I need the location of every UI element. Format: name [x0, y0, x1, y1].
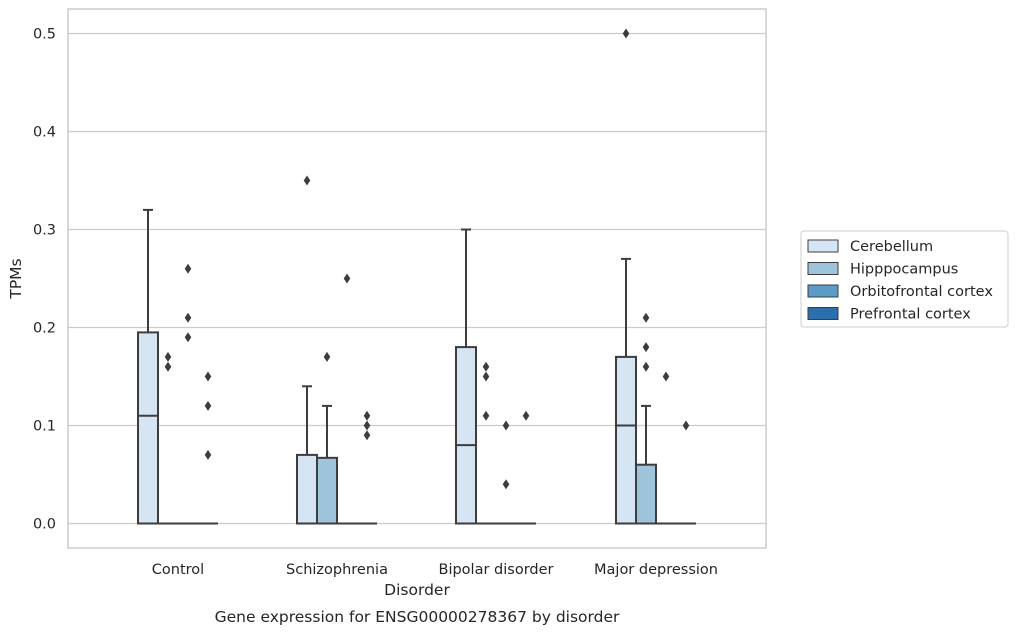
outlier-point [622, 28, 630, 39]
box-body [615, 355, 637, 525]
outlier-point [682, 420, 690, 431]
outlier-point [204, 400, 212, 411]
outlier-point [204, 371, 212, 382]
box-body [137, 331, 159, 525]
outlier-point [482, 410, 490, 421]
box-hipppocampus-bipolar-disorder [476, 361, 496, 525]
box-body [316, 456, 338, 525]
box-cerebellum-control [137, 208, 159, 525]
box-orbitofrontal-cortex-bipolar-disorder [496, 420, 516, 525]
outlier-point [323, 351, 331, 362]
x-tick-label: Bipolar disorder [439, 562, 554, 578]
outlier-point [642, 312, 650, 323]
legend: Cerebellum Hipppocampus Orbitofrontal cort… [800, 230, 1009, 328]
outlier-point [482, 361, 490, 372]
y-tick-label: 0.2 [33, 321, 56, 337]
legend-label: Prefrontal cortex [850, 307, 971, 323]
legend-swatch [807, 284, 839, 298]
x-tick-label: Major depression [594, 562, 718, 578]
legend-swatch [807, 239, 839, 253]
box-body [635, 463, 657, 525]
box-hipppocampus-schizophrenia [316, 351, 338, 525]
box-prefrontal-cortex-schizophrenia [357, 410, 377, 525]
box-cerebellum-bipolar-disorder [455, 228, 477, 525]
box-hipppocampus-major-depression [635, 312, 657, 525]
outlier-point [164, 361, 172, 372]
outlier-point [184, 332, 192, 343]
box-body [455, 346, 477, 525]
y-tick-label: 0.5 [33, 27, 56, 43]
y-axis-label: TPMs [7, 258, 25, 299]
chart-caption: Gene expression for ENSG00000278367 by d… [215, 608, 620, 626]
outlier-point [662, 371, 670, 382]
legend-label: Orbitofrontal cortex [850, 284, 993, 300]
outlier-point [642, 342, 650, 353]
outlier-point [343, 273, 351, 284]
x-tick-label: Control [152, 562, 204, 578]
box-prefrontal-cortex-bipolar-disorder [516, 410, 536, 525]
box-prefrontal-cortex-control [198, 371, 218, 525]
y-tick-label: 0.0 [33, 517, 56, 533]
outlier-point [502, 479, 510, 490]
outlier-point [164, 351, 172, 362]
y-tick-label: 0.1 [33, 419, 56, 435]
outlier-point [482, 371, 490, 382]
x-axis-label: Disorder [384, 581, 450, 599]
legend-label: Cerebellum [850, 239, 933, 255]
plot-frame [67, 8, 767, 549]
box-orbitofrontal-cortex-schizophrenia [337, 273, 357, 525]
box-cerebellum-major-depression [615, 28, 637, 525]
outlier-point [363, 410, 371, 421]
box-orbitofrontal-cortex-control [178, 263, 198, 525]
outlier-point [303, 175, 311, 186]
outlier-point [522, 410, 530, 421]
outlier-point [642, 361, 650, 372]
x-tick-label: Schizophrenia [286, 562, 388, 578]
y-tick-label: 0.3 [33, 223, 56, 239]
outlier-point [184, 312, 192, 323]
box-cerebellum-schizophrenia [296, 175, 318, 525]
outlier-point [502, 420, 510, 431]
outlier-point [184, 263, 192, 274]
outlier-point [204, 449, 212, 460]
box-body [296, 453, 318, 525]
outlier-point [363, 430, 371, 441]
y-tick-label: 0.4 [33, 125, 56, 141]
box-prefrontal-cortex-major-depression [676, 420, 696, 525]
legend-swatch [807, 262, 839, 275]
box-orbitofrontal-cortex-major-depression [656, 371, 676, 525]
outlier-point [363, 420, 371, 431]
legend-swatch [807, 307, 839, 320]
legend-label: Hipppocampus [850, 262, 958, 278]
box-hipppocampus-control [158, 351, 178, 525]
legend-frame [800, 230, 1009, 328]
